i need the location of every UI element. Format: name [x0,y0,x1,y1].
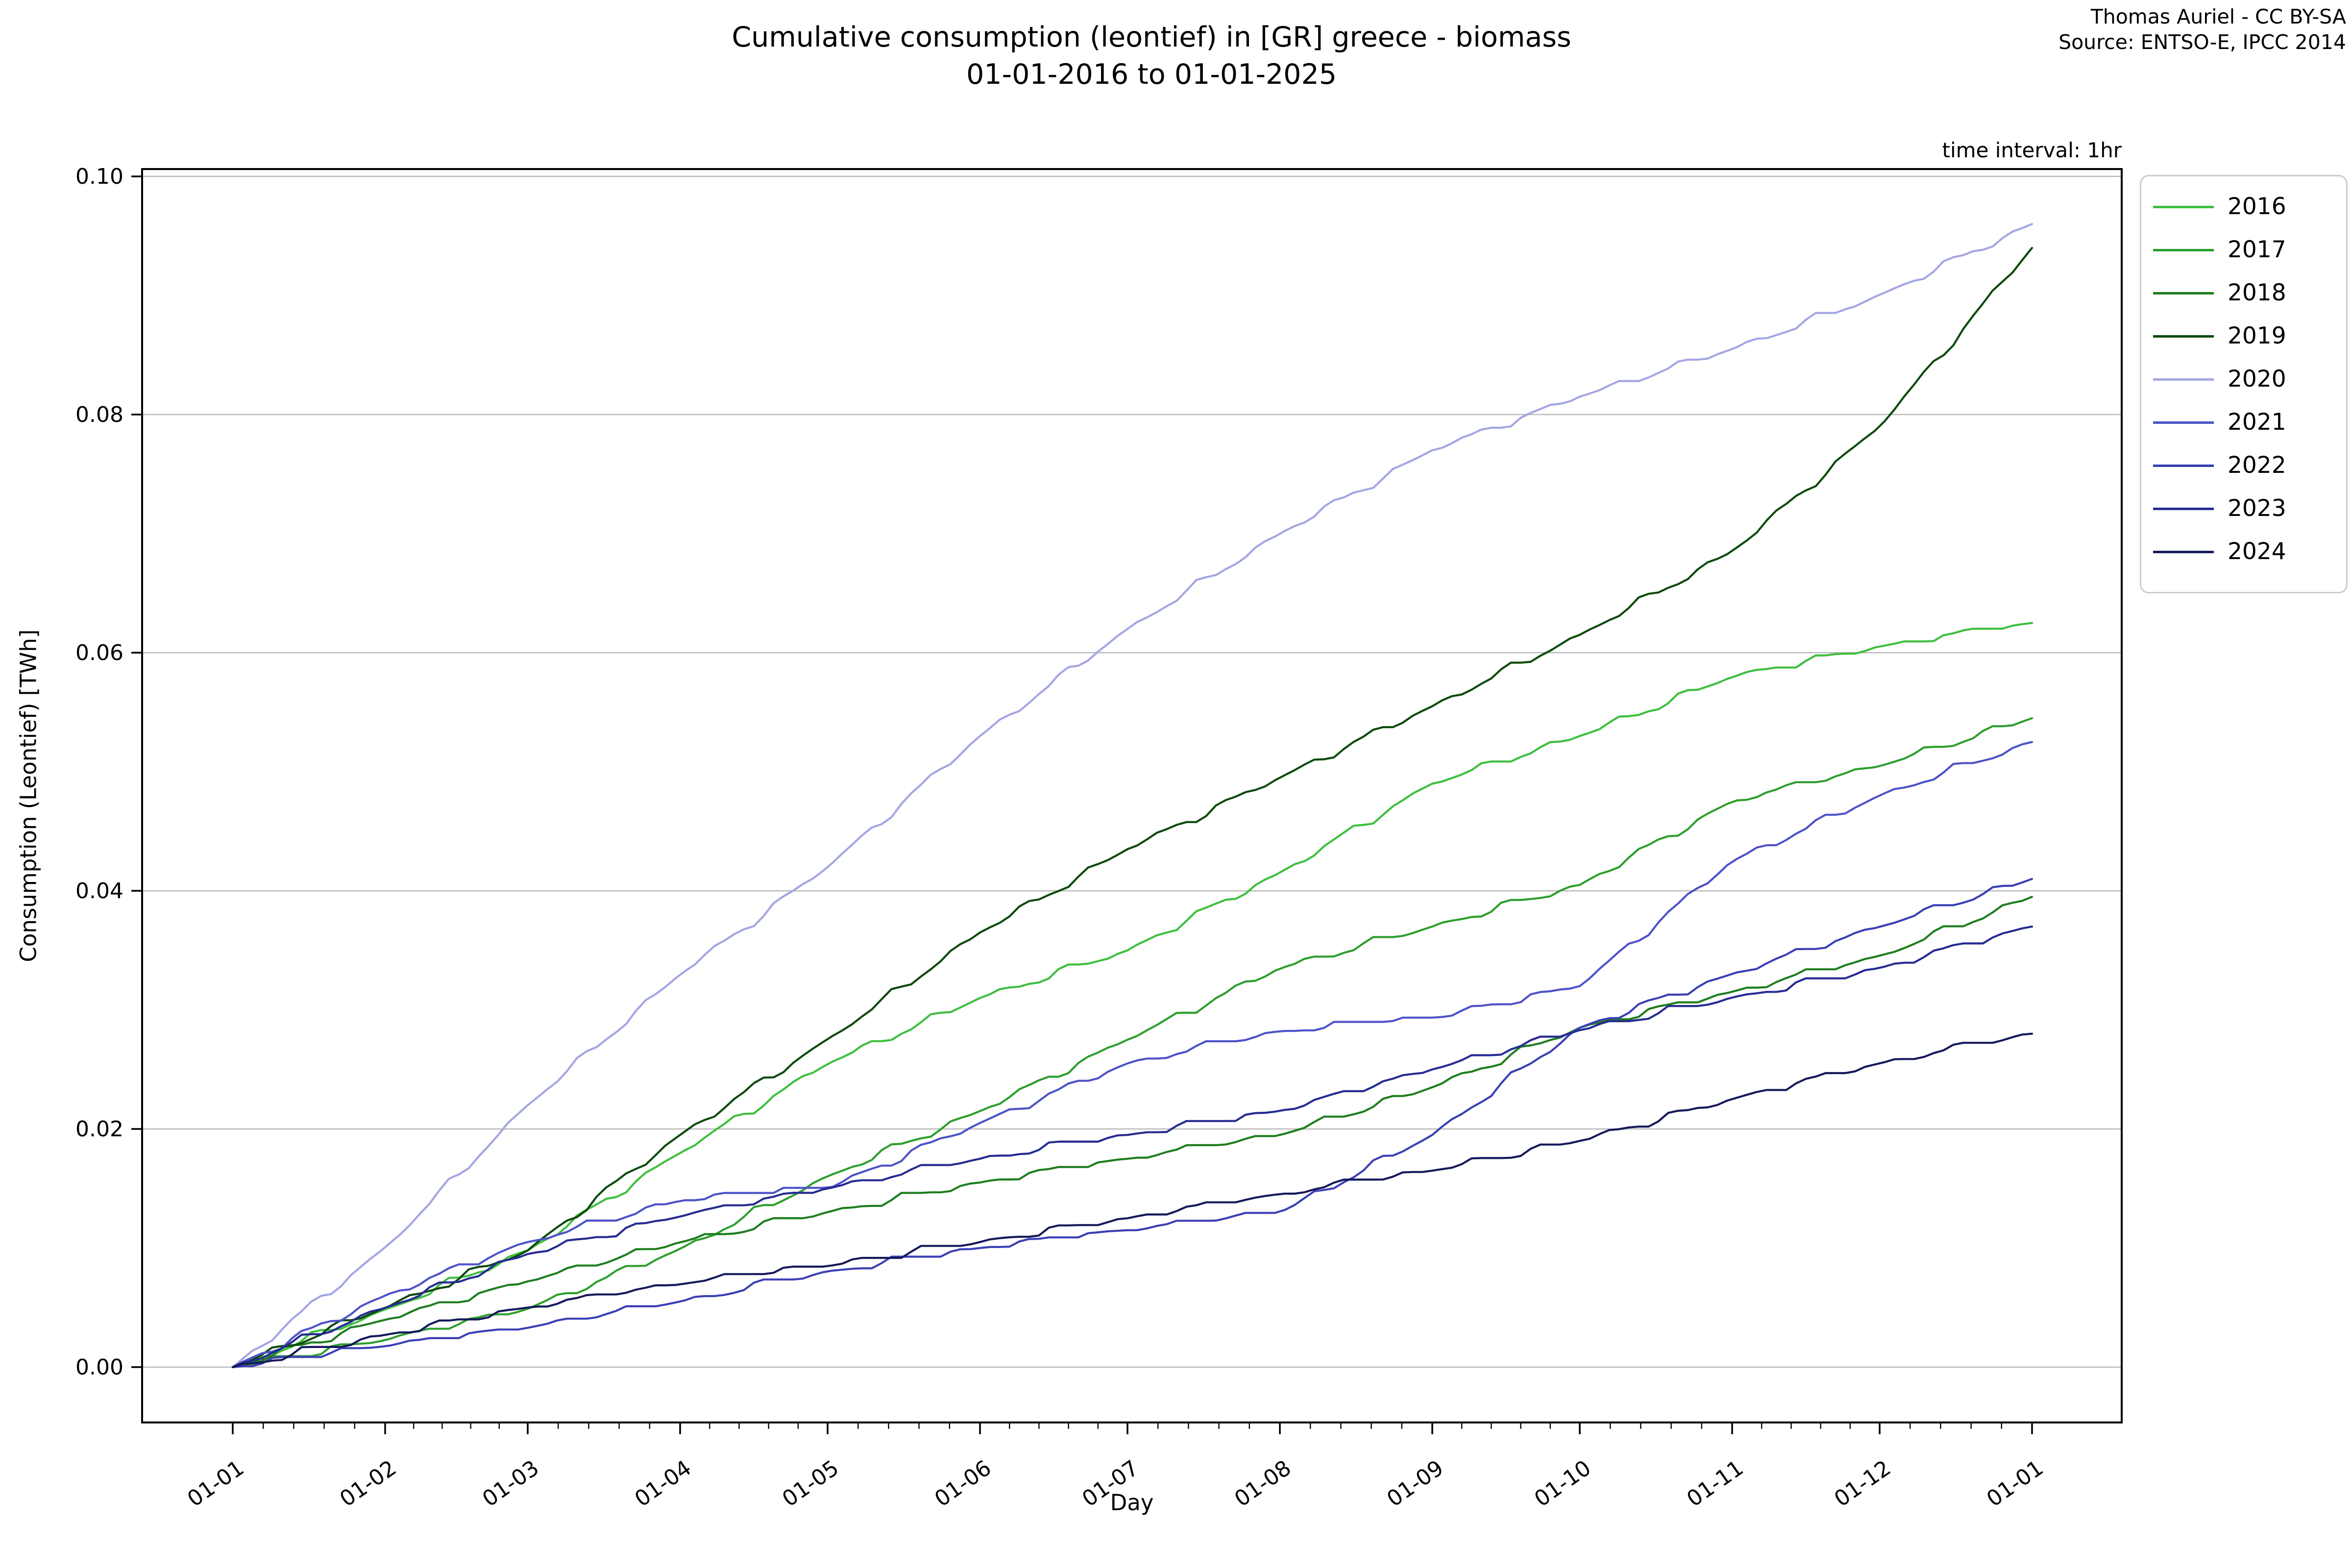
legend-label: 2018 [2228,279,2286,306]
series-line-2020 [231,223,2034,1369]
y-tick-label: 0.10 [75,164,123,189]
time-interval-note: time interval: 1hr [1942,138,2122,162]
plot-border [141,168,2123,1423]
legend-line-icon [2153,421,2214,424]
x-axis-label: Day [1110,1490,1154,1516]
x-tick-label: 01-05 [778,1455,843,1512]
legend-item-2023: 2023 [2141,487,2346,530]
legend-label: 2023 [2228,495,2286,522]
credit-author: Thomas Auriel - CC BY-SA [2090,5,2346,28]
legend-label: 2019 [2228,322,2286,349]
legend-item-2018: 2018 [2141,271,2346,315]
legend: 2016 2017 2018 2019 2020 2021 2022 2023 2024 [2140,175,2348,593]
legend-line-icon [2153,335,2214,338]
series-line-2024 [231,1032,2034,1369]
legend-item-2020: 2020 [2141,358,2346,401]
legend-label: 2022 [2228,452,2286,479]
legend-label: 2016 [2228,193,2286,220]
series-line-2016 [231,622,2034,1369]
x-tick-label: 01-10 [1530,1455,1595,1512]
x-tick-label: 01-04 [630,1455,696,1512]
legend-label: 2017 [2228,236,2286,263]
x-tick-label: 01-11 [1682,1455,1748,1512]
legend-line-icon [2153,249,2214,251]
legend-item-2021: 2021 [2141,401,2346,444]
x-tick-label: 01-02 [335,1455,401,1512]
x-tick-label: 01-12 [1830,1455,1895,1512]
legend-label: 2024 [2228,538,2286,565]
legend-item-2016: 2016 [2141,185,2346,228]
x-tick-label: 01-08 [1230,1455,1296,1512]
y-axis-label: Consumption (Leontief) [TWh] [15,629,42,962]
legend-item-2017: 2017 [2141,228,2346,271]
legend-item-2019: 2019 [2141,315,2346,358]
legend-line-icon [2153,206,2214,208]
credit: Thomas Auriel - CC BY-SA Source: ENTSO-E… [2058,4,2346,55]
y-tick-label: 0.00 [75,1355,123,1380]
chart-title: Cumulative consumption (leontief) in [GR… [24,19,2278,93]
y-tick-label: 0.02 [75,1117,123,1142]
legend-line-icon [2153,551,2214,553]
y-tick-label: 0.08 [75,402,123,427]
series-line-2023 [231,925,2034,1369]
y-tick-label: 0.04 [75,879,123,904]
x-tick-label: 01-01 [183,1455,248,1512]
chart-title-line1: Cumulative consumption (leontief) in [GR… [732,21,1571,53]
legend-item-2022: 2022 [2141,444,2346,487]
legend-line-icon [2153,508,2214,510]
credit-source: Source: ENTSO-E, IPCC 2014 [2058,30,2346,54]
x-tick-label: 01-06 [930,1455,996,1512]
y-tick-label: 0.06 [75,640,123,665]
legend-item-2024: 2024 [2141,530,2346,573]
x-tick-label: 01-03 [478,1455,543,1512]
legend-label: 2021 [2228,409,2286,436]
legend-label: 2020 [2228,366,2286,392]
x-tick-label: 01-01 [1982,1455,2048,1512]
x-tick-label: 01-09 [1382,1455,1448,1512]
series-line-2022 [231,878,2034,1369]
legend-line-icon [2153,292,2214,294]
legend-line-icon [2153,378,2214,381]
legend-line-icon [2153,465,2214,467]
series-line-2021 [231,741,2034,1369]
series-line-2019 [231,246,2034,1369]
series-line-2017 [231,717,2034,1369]
chart-title-line2: 01-01-2016 to 01-01-2025 [966,58,1337,91]
series-line-2018 [231,896,2034,1369]
